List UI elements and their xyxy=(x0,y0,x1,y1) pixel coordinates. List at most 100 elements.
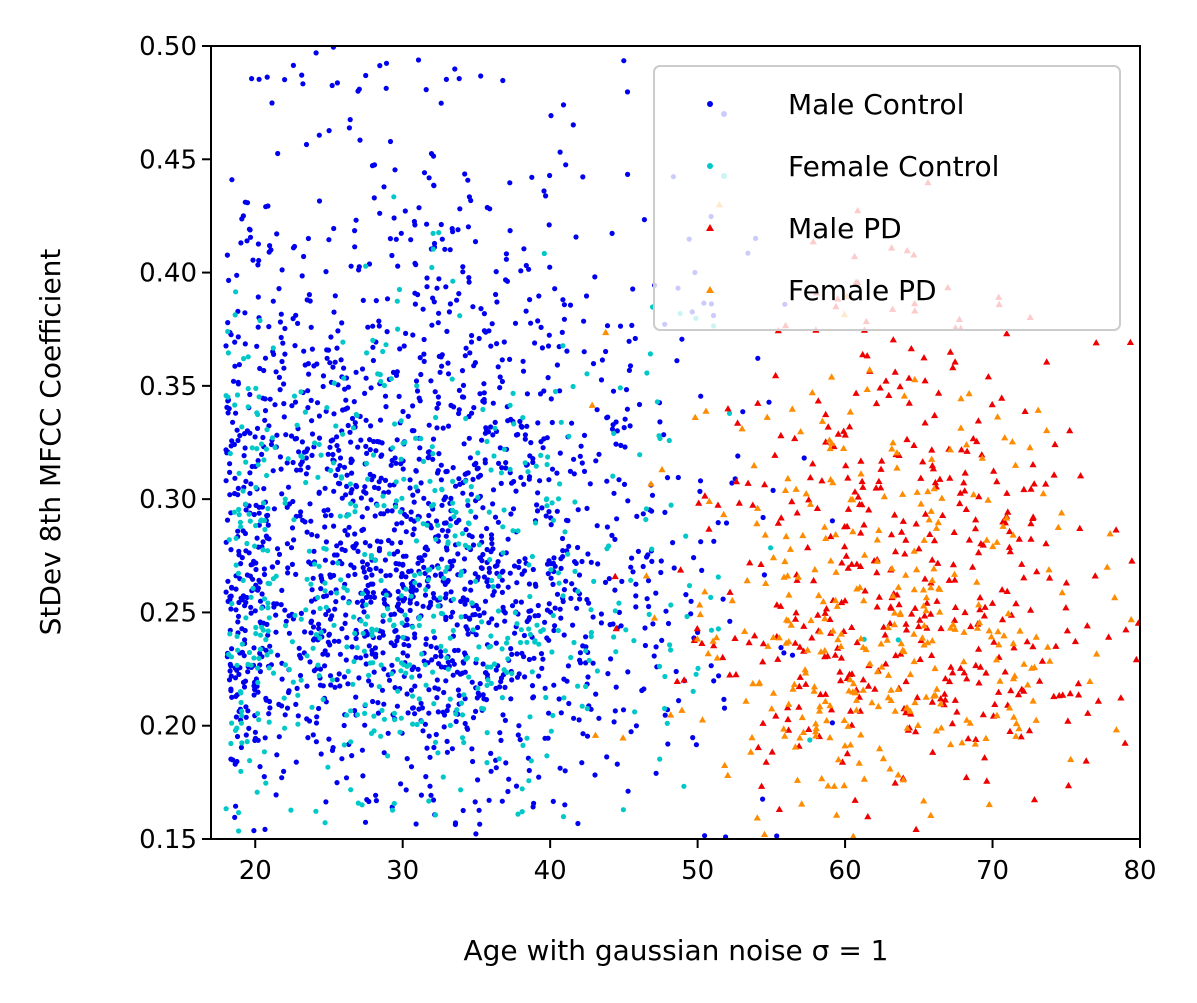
data-point xyxy=(412,683,418,689)
data-point xyxy=(560,814,567,820)
data-point xyxy=(427,478,433,484)
data-point xyxy=(320,696,326,703)
data-point xyxy=(421,170,428,176)
data-point xyxy=(930,537,939,544)
data-point xyxy=(457,313,463,319)
data-point xyxy=(749,679,757,687)
data-point xyxy=(448,495,454,501)
data-point xyxy=(302,362,308,368)
data-point xyxy=(560,102,567,108)
data-point xyxy=(279,676,285,682)
data-point xyxy=(344,513,350,519)
data-point xyxy=(719,653,727,661)
data-point xyxy=(984,373,992,380)
data-point xyxy=(649,558,655,565)
data-point xyxy=(263,780,269,786)
data-point xyxy=(461,660,467,666)
data-point xyxy=(371,669,377,675)
data-point xyxy=(1074,679,1082,687)
data-point xyxy=(369,477,375,483)
data-point xyxy=(489,541,495,547)
data-point xyxy=(297,672,304,679)
data-point xyxy=(301,348,307,354)
data-point xyxy=(567,468,574,474)
data-point xyxy=(326,237,332,243)
data-point xyxy=(988,599,997,606)
data-point xyxy=(1063,627,1071,634)
data-point xyxy=(887,686,895,693)
data-point xyxy=(346,524,352,530)
data-point xyxy=(693,671,699,677)
data-point xyxy=(404,616,410,623)
data-point xyxy=(397,729,403,735)
data-point xyxy=(298,655,304,661)
data-point xyxy=(484,760,490,766)
data-point xyxy=(804,646,812,653)
data-point xyxy=(354,599,360,605)
data-point xyxy=(513,783,520,789)
data-point xyxy=(261,486,267,492)
data-point xyxy=(499,378,505,385)
data-point xyxy=(754,504,762,511)
data-point xyxy=(223,589,229,595)
data-point xyxy=(552,623,558,629)
data-point xyxy=(642,642,649,649)
data-point xyxy=(579,703,585,709)
data-point xyxy=(320,683,326,689)
data-point xyxy=(455,227,461,233)
data-point xyxy=(1029,697,1037,704)
data-point xyxy=(359,747,365,753)
data-point xyxy=(565,663,572,669)
data-point xyxy=(232,814,238,821)
data-point xyxy=(480,551,486,558)
data-point xyxy=(981,754,989,761)
data-point xyxy=(887,531,896,538)
data-point xyxy=(321,545,327,551)
data-point xyxy=(571,471,577,477)
data-point xyxy=(439,236,445,242)
data-point xyxy=(505,656,511,662)
data-point xyxy=(493,640,499,646)
data-point xyxy=(539,505,545,511)
data-point xyxy=(471,405,477,411)
data-point xyxy=(331,488,337,494)
data-point xyxy=(916,655,924,662)
data-point xyxy=(868,699,876,706)
data-point xyxy=(381,511,387,517)
data-point xyxy=(450,500,456,506)
data-point xyxy=(748,733,756,741)
data-point xyxy=(394,437,400,443)
data-point xyxy=(963,675,971,682)
data-point xyxy=(370,698,376,705)
data-point xyxy=(452,820,459,826)
data-point xyxy=(370,452,377,458)
data-point xyxy=(439,611,446,617)
data-point xyxy=(994,413,1002,420)
data-point xyxy=(477,681,483,687)
data-point xyxy=(234,392,241,398)
data-point xyxy=(499,798,505,804)
data-point xyxy=(626,338,632,344)
data-point xyxy=(450,465,456,471)
data-point xyxy=(513,599,519,605)
data-point xyxy=(352,244,358,250)
data-point xyxy=(254,789,260,795)
data-point xyxy=(440,774,446,780)
data-point xyxy=(571,456,577,462)
data-point xyxy=(362,819,369,825)
data-point xyxy=(342,547,348,554)
data-point xyxy=(633,604,639,610)
data-point xyxy=(945,576,953,583)
data-point xyxy=(443,533,449,539)
data-point xyxy=(253,385,259,391)
data-point xyxy=(484,438,490,445)
data-point xyxy=(499,695,505,701)
data-point xyxy=(327,673,334,679)
data-point xyxy=(303,607,309,613)
data-point xyxy=(477,612,483,619)
data-point xyxy=(539,665,545,672)
data-point xyxy=(526,767,532,774)
data-point xyxy=(938,494,946,501)
data-point xyxy=(322,524,328,530)
